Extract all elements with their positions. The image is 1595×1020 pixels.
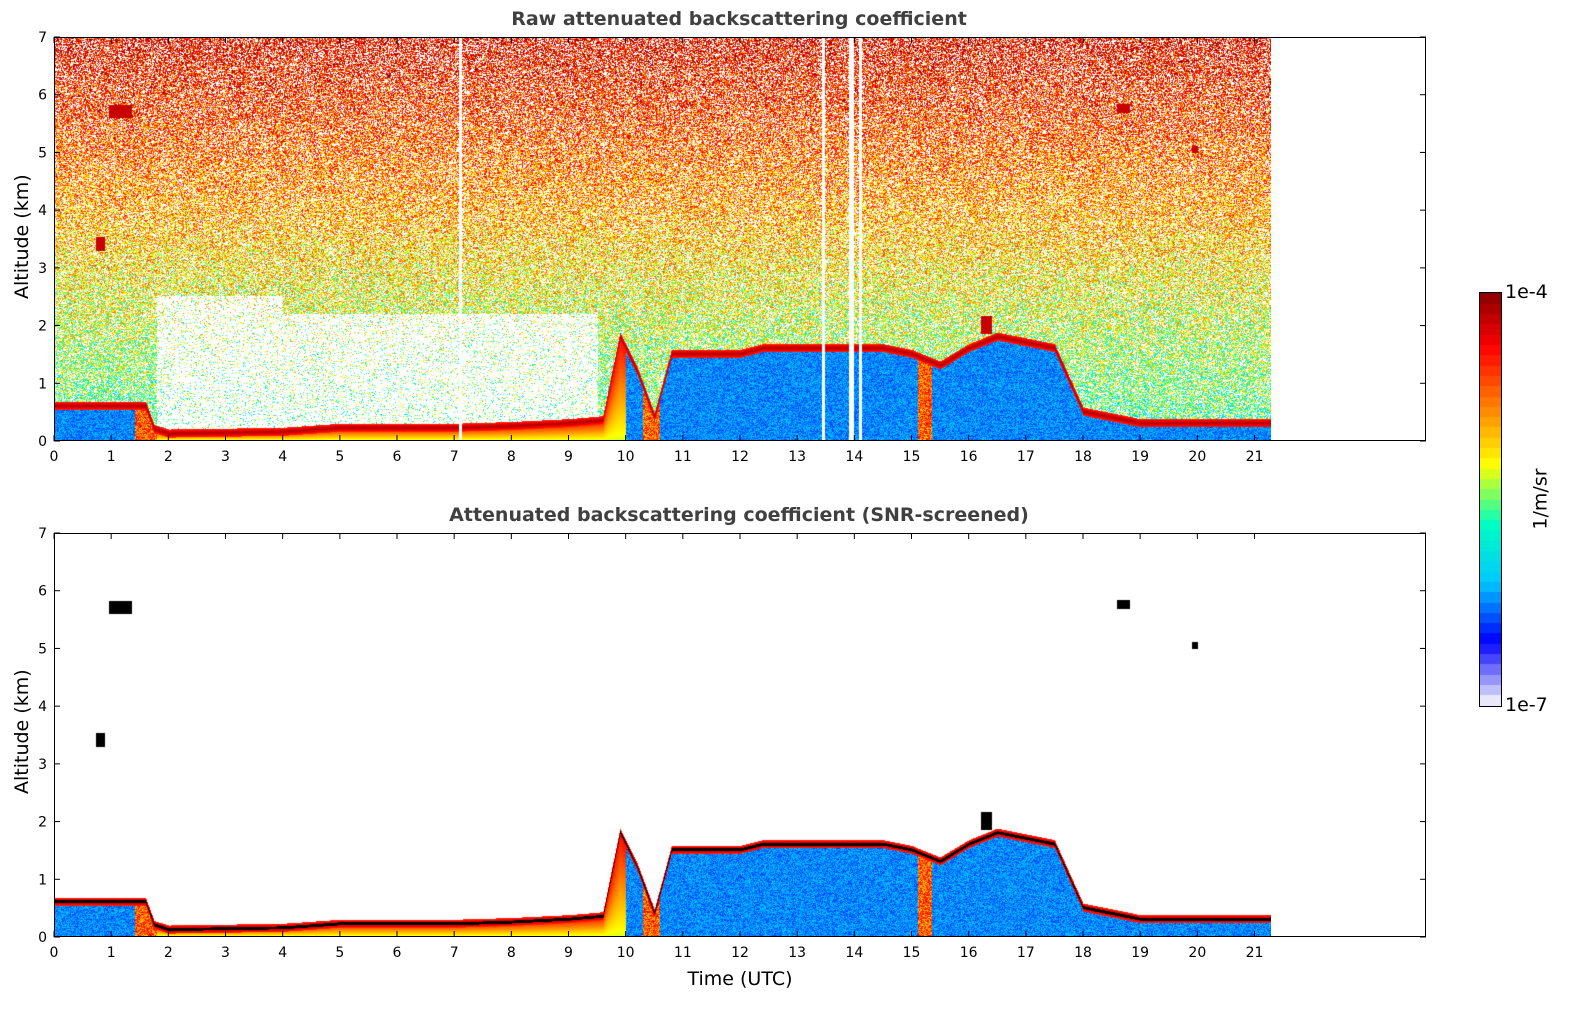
x-tick-label: 3 [221, 449, 230, 465]
x-tick-label: 20 [1188, 945, 1206, 961]
x-tick-label: 10 [617, 945, 635, 961]
x-tick-label: 9 [564, 945, 573, 961]
y-tick-label: 1 [38, 376, 47, 392]
y-tick-label: 4 [38, 699, 47, 715]
x-tick-label: 17 [1017, 945, 1035, 961]
x-tick-label: 7 [450, 945, 459, 961]
x-tick-label: 14 [845, 945, 863, 961]
x-tick-label: 8 [507, 945, 516, 961]
y-tick-label: 4 [38, 203, 47, 219]
x-tick-label: 8 [507, 449, 516, 465]
x-tick-label: 19 [1131, 449, 1149, 465]
x-tick-label: 5 [335, 945, 344, 961]
y-tick-label: 6 [38, 584, 47, 600]
x-tick-label: 19 [1131, 945, 1149, 961]
x-tick-label: 7 [450, 449, 459, 465]
y-tick-label: 7 [38, 30, 47, 46]
x-tick-label: 15 [903, 945, 921, 961]
x-tick-label: 18 [1074, 945, 1092, 961]
x-tick-label: 9 [564, 449, 573, 465]
x-tick-label: 1 [107, 945, 116, 961]
x-tick-label: 21 [1246, 945, 1264, 961]
x-tick-label: 4 [278, 945, 287, 961]
x-tick-label: 11 [674, 945, 692, 961]
x-tick-label: 0 [50, 449, 59, 465]
x-tick-label: 15 [903, 449, 921, 465]
colorbar-unit-label: 1/m/sr [1529, 468, 1552, 530]
colorbar-min-label: 1e-7 [1505, 694, 1548, 716]
bottom-heatmap [54, 533, 1271, 936]
y-tick-label: 3 [38, 757, 47, 773]
x-tick-label: 18 [1074, 449, 1092, 465]
x-tick-label: 17 [1017, 449, 1035, 465]
x-tick-label: 4 [278, 449, 287, 465]
y-tick-label: 5 [38, 145, 47, 161]
top-panel-title: Raw attenuated backscattering coefficien… [511, 8, 967, 30]
y-tick-label: 3 [38, 261, 47, 277]
x-tick-label: 2 [164, 449, 173, 465]
x-tick-label: 16 [960, 945, 978, 961]
top-heatmap [54, 37, 1271, 440]
y-tick-label: 0 [38, 930, 47, 946]
x-tick-label: 5 [335, 449, 344, 465]
colorbar [1479, 292, 1502, 707]
x-tick-label: 21 [1246, 449, 1264, 465]
y-tick-label: 6 [38, 88, 47, 104]
x-tick-label: 3 [221, 945, 230, 961]
bottom-x-axis-label: Time (UTC) [687, 968, 793, 990]
y-tick-label: 2 [38, 815, 47, 831]
x-tick-label: 11 [674, 449, 692, 465]
x-tick-label: 6 [393, 449, 402, 465]
x-tick-label: 1 [107, 449, 116, 465]
bottom-panel-title: Attenuated backscattering coefficient (S… [449, 504, 1029, 526]
x-tick-label: 16 [960, 449, 978, 465]
x-tick-label: 14 [845, 449, 863, 465]
y-tick-label: 1 [38, 872, 47, 888]
x-tick-label: 13 [788, 945, 806, 961]
y-tick-label: 0 [38, 434, 47, 450]
colorbar-max-label: 1e-4 [1505, 281, 1548, 303]
x-tick-label: 6 [393, 945, 402, 961]
x-tick-label: 13 [788, 449, 806, 465]
x-tick-label: 2 [164, 945, 173, 961]
x-tick-label: 20 [1188, 449, 1206, 465]
x-tick-label: 12 [731, 449, 749, 465]
x-tick-label: 10 [617, 449, 635, 465]
y-tick-label: 7 [38, 526, 47, 542]
x-tick-label: 0 [50, 945, 59, 961]
x-tick-label: 12 [731, 945, 749, 961]
y-tick-label: 5 [38, 641, 47, 657]
y-tick-label: 2 [38, 319, 47, 335]
